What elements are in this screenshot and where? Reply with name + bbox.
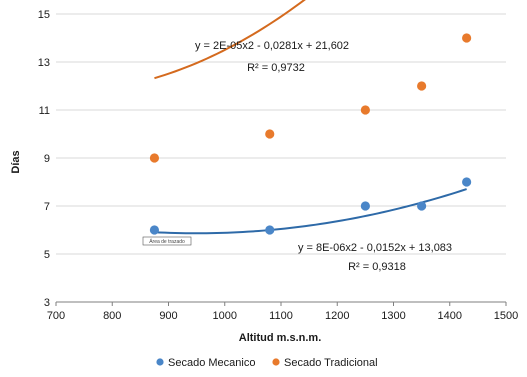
- gridlines: [56, 13, 506, 255]
- data-point-series-2: [360, 105, 370, 115]
- x-tick-label: 1200: [325, 310, 349, 322]
- trend-equation-mecanico: y = 8E-06x2 - 0,0152x + 13,083: [298, 242, 452, 254]
- legend-marker-tradicional: [272, 358, 280, 366]
- y-tick-label: 13: [38, 57, 50, 69]
- x-tick-label: 700: [47, 310, 65, 322]
- legend: Secado Mecanico Secado Tradicional: [156, 357, 378, 369]
- data-point-series-2: [417, 81, 427, 91]
- x-tick-label: 1300: [381, 310, 405, 322]
- data-point-series-2: [265, 129, 275, 139]
- trend-r2-mecanico: R² = 0,9318: [348, 261, 406, 273]
- y-tick-label: 11: [39, 105, 50, 117]
- legend-label-mecanico: Secado Mecanico: [168, 357, 255, 369]
- x-axis-title: Altitud m.s.n.m.: [239, 332, 322, 344]
- trendline-series-2: [154, 0, 306, 80]
- plot-area-tag-box: [142, 236, 192, 246]
- plot-area-tag: Área de trazado: [142, 236, 192, 246]
- data-point-series-2: [149, 153, 160, 163]
- axes: 3 5 7 9 11 13 15 700 800 900 1000 1100 1200 1300 1400 1…: [38, 9, 518, 322]
- trendlines: [154, 0, 467, 235]
- legend-marker-mecanico: [156, 358, 164, 366]
- y-tick-label: 3: [44, 297, 50, 309]
- trend-r2-tradicional: R² = 0,9732: [247, 62, 305, 74]
- trendline-series-1: [154, 188, 467, 235]
- data-point-series-2: [462, 33, 472, 43]
- x-tick-label: 1400: [438, 310, 462, 322]
- x-tick-label: 1000: [213, 310, 237, 322]
- x-tick-label: 1500: [494, 310, 518, 322]
- trend-equation-tradicional: y = 2E-05x2 - 0,0281x + 21,602: [195, 40, 349, 52]
- annotations: Días Altitud m.s.n.m. y = 2E-05x2 - 0,02…: [10, 40, 452, 369]
- y-tick-label: 7: [44, 201, 50, 213]
- y-tick-label: 5: [44, 249, 50, 261]
- data-point-series-1: [360, 201, 370, 211]
- y-tick-label: 15: [38, 9, 50, 21]
- x-tick-label: 1100: [269, 310, 293, 322]
- y-axis-title: Días: [10, 150, 22, 173]
- plot-area-tag-text: Área de trazado: [149, 238, 185, 245]
- x-tick-label: 900: [159, 310, 177, 322]
- data-point-series-1: [149, 225, 160, 235]
- data-points: [149, 33, 472, 235]
- data-point-series-1: [417, 201, 427, 211]
- data-point-series-1: [462, 177, 472, 187]
- x-tick-label: 800: [103, 310, 121, 322]
- y-tick-label: 9: [44, 153, 50, 165]
- data-point-series-1: [265, 225, 275, 235]
- legend-label-tradicional: Secado Tradicional: [284, 357, 378, 369]
